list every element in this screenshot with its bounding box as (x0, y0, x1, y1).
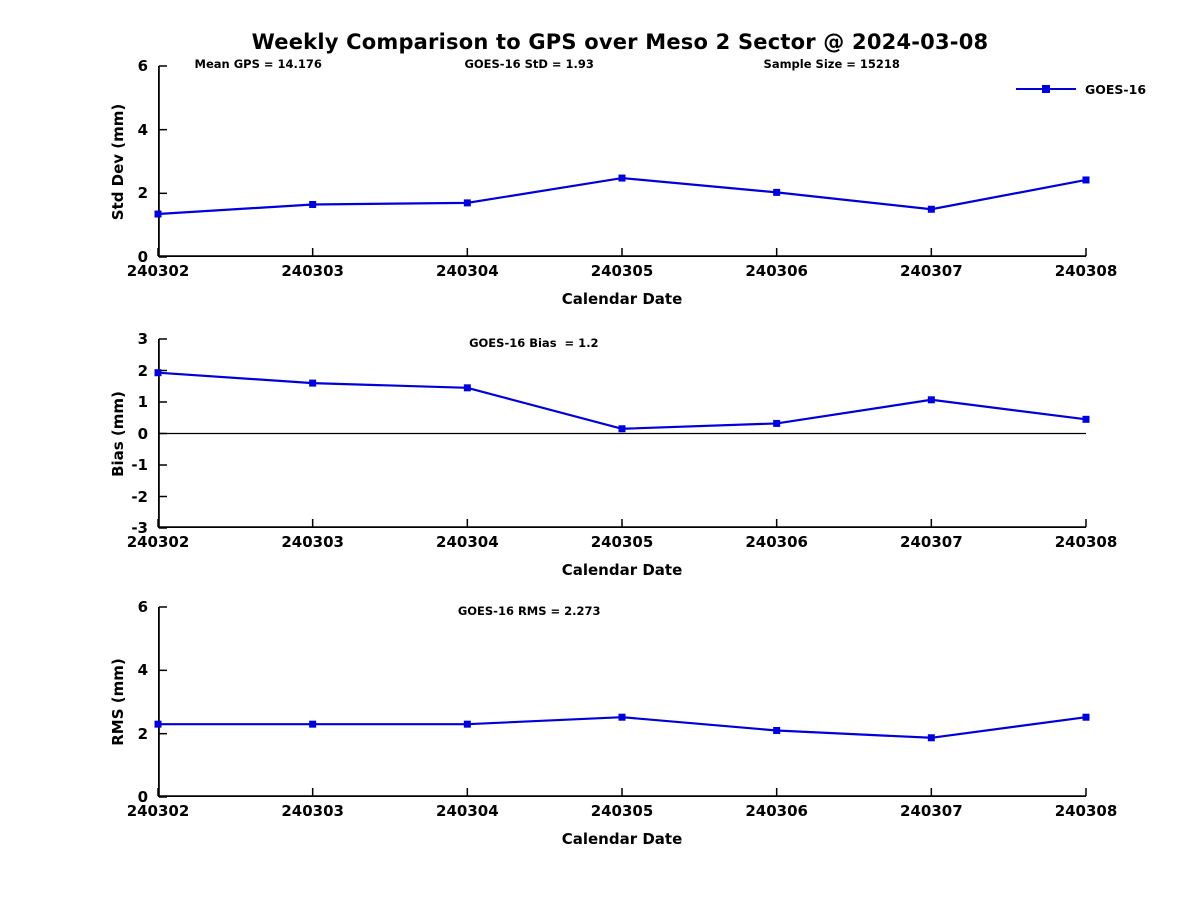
x-tick-label: 240306 (745, 802, 808, 820)
x-tick-label: 240305 (590, 802, 654, 820)
y-tick-label: -1 (131, 456, 148, 474)
legend-label: GOES-16 (1085, 81, 1147, 97)
x-tick-label: 240307 (900, 262, 963, 280)
data-point-marker (309, 720, 317, 728)
y-tick-label: -2 (131, 487, 148, 506)
y-tick-label: 0 (137, 788, 148, 806)
x-axis-label-calendar-date: Calendar Date (561, 830, 683, 848)
x-tick-label: 240304 (436, 802, 499, 820)
y-tick-label: -3 (131, 519, 148, 537)
data-point-marker (927, 396, 935, 404)
y-tick-label: 2 (137, 724, 148, 743)
stat-annotation: Mean GPS = 14.176 (194, 57, 322, 71)
data-point-marker (1082, 713, 1090, 721)
x-tick-label: 240304 (436, 533, 499, 551)
x-tick-label: 240303 (281, 262, 344, 280)
x-tick-label: 240308 (1054, 533, 1118, 551)
data-point-marker (154, 720, 162, 728)
y-tick-label: 0 (137, 424, 148, 443)
x-axis-label-calendar-date: Calendar Date (561, 561, 683, 579)
x-tick-label: 240307 (900, 533, 963, 551)
data-point-marker (309, 379, 317, 387)
x-tick-label: 240304 (436, 262, 499, 280)
plot-area (154, 606, 1090, 798)
axis-spine (158, 66, 1086, 257)
stat-annotation: GOES-16 Bias = 1.2 (469, 336, 599, 350)
x-tick-label: 240305 (590, 533, 654, 551)
x-tick-label: 240305 (590, 262, 654, 280)
x-tick-label: 240302 (126, 802, 190, 820)
subplot-std-dev: Std Dev (mm) Calendar Date 0 2 4 6 240302 240… (109, 57, 1117, 308)
y-tick-label: 2 (137, 184, 148, 203)
series-line-goes-16 (157, 371, 1087, 430)
data-point-marker (773, 419, 781, 427)
y-tick-label: 4 (137, 661, 148, 680)
y-tick-label: 3 (137, 330, 148, 348)
data-point-marker (927, 734, 935, 742)
x-tick-label: 240303 (281, 802, 344, 820)
data-point-marker (773, 727, 781, 734)
data-point-marker (927, 205, 935, 213)
y-tick-label: 1 (137, 393, 148, 411)
data-point-marker (309, 200, 317, 208)
data-point-marker (463, 384, 471, 392)
x-tick-label: 240306 (745, 262, 808, 280)
data-point-marker (463, 720, 471, 728)
subplot-rms: RMS (mm) Calendar Date 0 2 4 6 240302 240303 2… (109, 598, 1117, 848)
data-point-marker (154, 210, 162, 218)
y-tick-label: 4 (137, 120, 148, 139)
stat-annotation: GOES-16 StD = 1.93 (464, 57, 594, 71)
y-tick-label: 6 (137, 57, 148, 75)
data-point-marker (154, 369, 162, 377)
data-point-marker (1082, 415, 1090, 423)
y-tick-label: 0 (137, 248, 148, 266)
x-tick-label: 240302 (126, 533, 190, 551)
x-tick-label: 240302 (126, 262, 190, 280)
data-point-marker (463, 199, 471, 207)
figure-title: Weekly Comparison to GPS over Meso 2 Sec… (251, 30, 989, 54)
data-point-marker (618, 713, 626, 721)
data-point-marker (1082, 176, 1090, 184)
legend-square-marker-icon (1042, 85, 1050, 93)
plot-area (154, 338, 1090, 529)
y-tick-label: 2 (137, 361, 148, 380)
x-tick-label: 240303 (281, 533, 344, 551)
x-tick-label: 240308 (1054, 262, 1118, 280)
x-tick-label: 240307 (900, 802, 963, 820)
y-tick-label: 6 (137, 598, 148, 616)
x-tick-label: 240308 (1054, 802, 1118, 820)
stat-annotation: Sample Size = 15218 (763, 57, 900, 71)
data-point-marker (618, 425, 626, 433)
data-point-marker (618, 174, 626, 182)
x-axis-label-calendar-date: Calendar Date (561, 290, 683, 308)
data-point-marker (773, 188, 781, 196)
series-line-goes-16 (157, 176, 1087, 216)
plot-area (154, 65, 1090, 258)
legend-line-sample (1016, 85, 1076, 93)
stat-annotation: GOES-16 RMS = 2.273 (457, 604, 601, 618)
legend: GOES-16 (1016, 81, 1147, 97)
x-tick-label: 240306 (745, 533, 808, 551)
subplot-bias: Bias (mm) Calendar Date -3 -2 -1 0 1 2 3 240302… (109, 330, 1117, 579)
axis-spine (158, 607, 1086, 797)
